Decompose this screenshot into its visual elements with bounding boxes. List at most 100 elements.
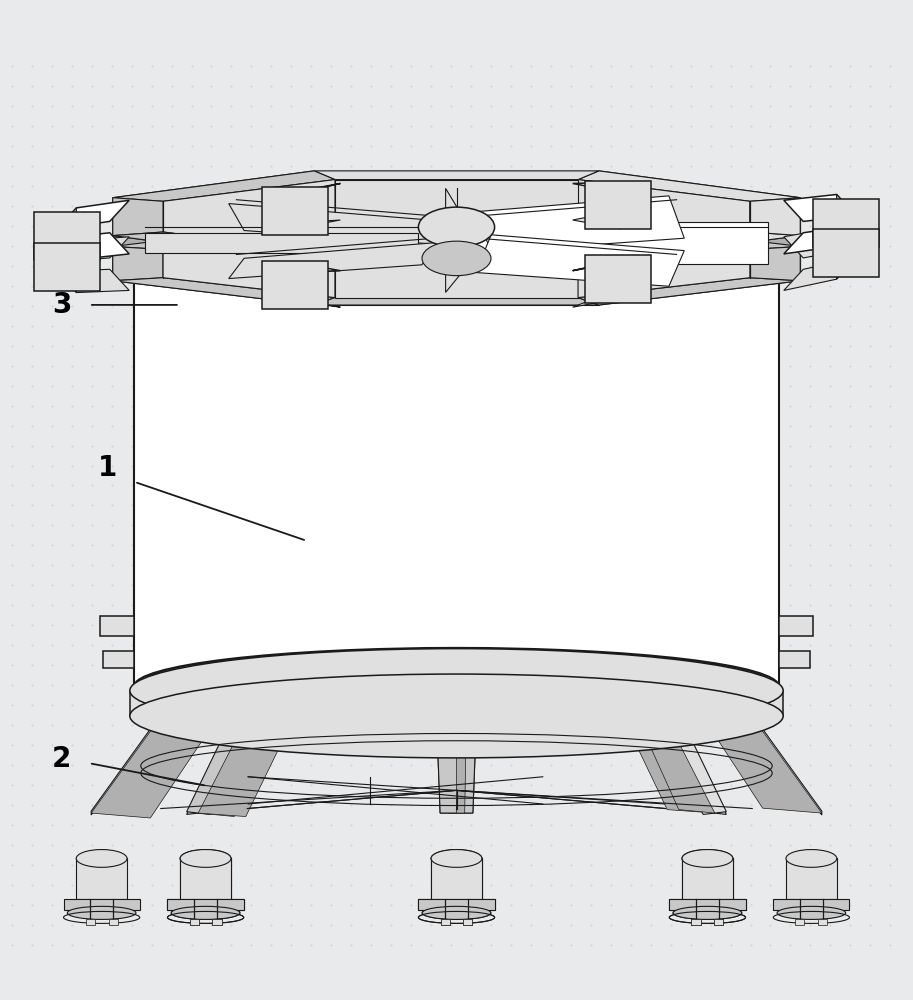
- Polygon shape: [229, 204, 437, 244]
- Ellipse shape: [418, 207, 495, 247]
- Polygon shape: [57, 208, 77, 262]
- Bar: [464, 919, 472, 925]
- Polygon shape: [180, 858, 231, 899]
- Polygon shape: [271, 220, 341, 230]
- Ellipse shape: [682, 850, 733, 867]
- Polygon shape: [572, 183, 642, 192]
- Polygon shape: [113, 171, 314, 246]
- Ellipse shape: [134, 194, 779, 270]
- Polygon shape: [495, 222, 768, 264]
- Polygon shape: [699, 712, 822, 813]
- Polygon shape: [271, 263, 319, 304]
- Polygon shape: [134, 232, 779, 686]
- Polygon shape: [572, 216, 642, 229]
- Polygon shape: [682, 858, 733, 899]
- Polygon shape: [786, 858, 837, 899]
- Polygon shape: [57, 237, 130, 262]
- Polygon shape: [57, 239, 77, 293]
- Polygon shape: [91, 715, 160, 815]
- Polygon shape: [271, 183, 341, 197]
- Bar: [213, 919, 222, 925]
- Ellipse shape: [172, 906, 240, 919]
- Bar: [464, 919, 472, 925]
- Polygon shape: [446, 718, 456, 813]
- Polygon shape: [113, 278, 335, 305]
- Polygon shape: [594, 183, 642, 224]
- Polygon shape: [456, 718, 467, 813]
- Polygon shape: [783, 194, 856, 221]
- Polygon shape: [76, 858, 127, 899]
- Polygon shape: [813, 229, 879, 277]
- Ellipse shape: [431, 850, 482, 867]
- Polygon shape: [431, 858, 482, 899]
- Text: 3: 3: [52, 291, 71, 319]
- Polygon shape: [585, 255, 651, 303]
- Polygon shape: [113, 198, 163, 236]
- Bar: [441, 919, 449, 925]
- Polygon shape: [682, 858, 733, 899]
- Ellipse shape: [422, 906, 491, 919]
- Polygon shape: [783, 258, 856, 290]
- Polygon shape: [836, 194, 856, 248]
- Polygon shape: [163, 232, 335, 298]
- Polygon shape: [446, 243, 467, 292]
- Polygon shape: [113, 236, 314, 305]
- Ellipse shape: [422, 906, 491, 919]
- Text: 2: 2: [52, 745, 71, 773]
- Ellipse shape: [180, 850, 231, 867]
- Polygon shape: [103, 651, 134, 668]
- Polygon shape: [130, 691, 783, 716]
- Polygon shape: [669, 899, 746, 910]
- Polygon shape: [34, 212, 100, 260]
- Polygon shape: [750, 246, 800, 281]
- Bar: [691, 919, 700, 925]
- Polygon shape: [57, 233, 130, 260]
- Polygon shape: [91, 718, 214, 818]
- Polygon shape: [578, 278, 800, 305]
- Bar: [109, 919, 118, 925]
- Polygon shape: [229, 242, 437, 279]
- Polygon shape: [779, 651, 810, 668]
- Polygon shape: [476, 196, 684, 252]
- Ellipse shape: [673, 906, 741, 919]
- Polygon shape: [652, 716, 727, 814]
- Polygon shape: [572, 290, 642, 307]
- Polygon shape: [594, 257, 642, 299]
- Polygon shape: [578, 171, 800, 201]
- Polygon shape: [314, 254, 599, 262]
- Bar: [714, 919, 723, 925]
- Polygon shape: [186, 716, 261, 814]
- Polygon shape: [431, 858, 482, 899]
- Polygon shape: [578, 180, 750, 250]
- Polygon shape: [186, 716, 261, 814]
- Bar: [441, 919, 449, 925]
- Polygon shape: [198, 718, 292, 817]
- Polygon shape: [599, 236, 800, 305]
- Polygon shape: [113, 222, 335, 250]
- Ellipse shape: [777, 906, 845, 919]
- Polygon shape: [599, 171, 800, 246]
- Polygon shape: [446, 188, 467, 244]
- Polygon shape: [64, 899, 140, 910]
- Polygon shape: [314, 171, 599, 180]
- Polygon shape: [585, 181, 651, 229]
- Polygon shape: [113, 246, 163, 281]
- Ellipse shape: [431, 850, 482, 867]
- Bar: [86, 919, 95, 925]
- Ellipse shape: [130, 674, 783, 758]
- Bar: [691, 919, 700, 925]
- Polygon shape: [335, 180, 578, 230]
- Polygon shape: [100, 616, 134, 636]
- Bar: [213, 919, 222, 925]
- Ellipse shape: [68, 906, 136, 919]
- Polygon shape: [783, 225, 856, 254]
- Bar: [714, 919, 723, 925]
- Polygon shape: [652, 716, 727, 814]
- Polygon shape: [167, 899, 244, 910]
- Polygon shape: [271, 188, 319, 230]
- Polygon shape: [753, 715, 822, 815]
- Polygon shape: [335, 254, 578, 298]
- Polygon shape: [779, 616, 813, 636]
- Polygon shape: [436, 718, 477, 813]
- Polygon shape: [669, 899, 746, 910]
